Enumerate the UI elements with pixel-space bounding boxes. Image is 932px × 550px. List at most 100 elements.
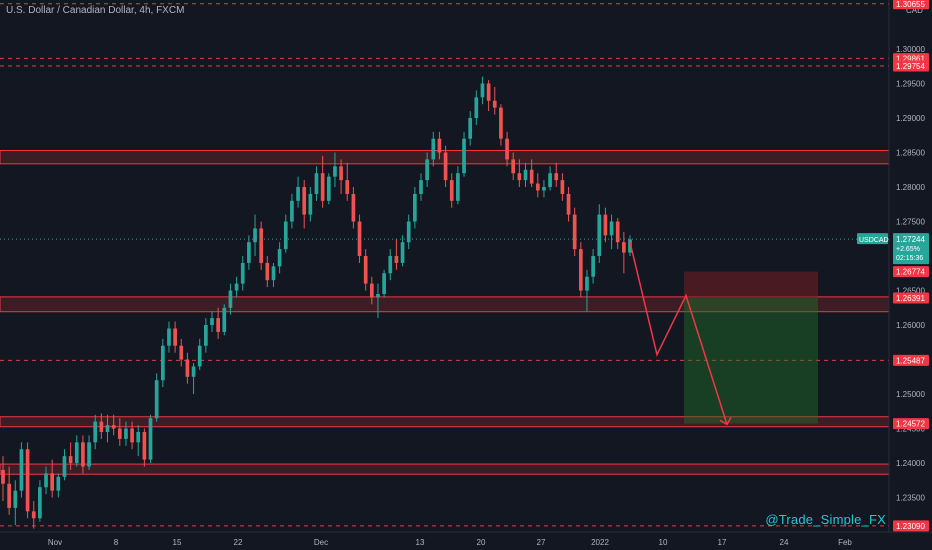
candle-body — [468, 118, 473, 139]
candle-body — [382, 273, 386, 294]
candle-body — [591, 256, 595, 277]
candle-body — [339, 166, 343, 181]
candle-body — [363, 256, 368, 284]
currency-label: CAD — [906, 6, 923, 15]
candle-body — [622, 242, 626, 253]
candle-body — [74, 442, 79, 464]
price-tag-bg — [893, 418, 929, 430]
candle-body — [87, 442, 91, 467]
candle-body — [578, 249, 583, 291]
candle-body — [296, 187, 300, 201]
candle-body — [480, 83, 485, 98]
candle-body — [179, 345, 184, 360]
candle-body — [419, 180, 423, 194]
price-tag-label: 1.26774 — [896, 268, 925, 277]
candle-body — [406, 221, 411, 243]
candle-body — [357, 221, 362, 257]
candle-body — [585, 276, 589, 291]
candle-body — [50, 473, 55, 491]
take-profit-box — [684, 298, 818, 424]
candle-body — [456, 173, 460, 201]
projection-layer — [629, 242, 732, 426]
candle-body — [210, 318, 214, 326]
candle-body — [228, 290, 233, 308]
price-tag-bg — [893, 520, 929, 532]
x-tick-label: 27 — [537, 538, 546, 547]
price-tag-bg — [893, 60, 929, 72]
x-tick-label: 10 — [659, 538, 668, 547]
candle-body — [431, 138, 436, 160]
candle-body — [333, 166, 337, 177]
candle-body — [542, 187, 546, 191]
candle-body — [62, 456, 67, 477]
dashed-levels-layer — [0, 3, 889, 527]
candle-body — [259, 228, 264, 263]
price-tag-label: 1.23090 — [896, 522, 925, 531]
candle-body — [400, 242, 405, 263]
candle-body — [628, 239, 632, 253]
x-tick-label: 2022 — [591, 538, 609, 547]
candle-body — [388, 256, 393, 274]
candle-body — [265, 262, 270, 281]
x-tick-label: 17 — [718, 538, 727, 547]
candle-body — [283, 221, 288, 250]
candle-body — [234, 283, 239, 291]
y-tick-label: 1.29000 — [896, 114, 925, 123]
candle-body — [167, 328, 171, 346]
candle-body — [19, 449, 24, 491]
candle-body — [597, 214, 602, 257]
candle-body — [25, 449, 30, 512]
candle-body — [437, 138, 442, 153]
y-tick-label: 1.27500 — [896, 218, 925, 227]
current-price-value: 1.27244 — [896, 235, 925, 244]
candle-body — [148, 418, 153, 460]
y-tick-label: 1.28500 — [896, 149, 925, 158]
candle-body — [425, 159, 429, 181]
y-tick-label: 1.30000 — [896, 45, 925, 54]
candle-body — [529, 169, 534, 184]
candle-body — [345, 180, 350, 194]
y-tick-label: 1.26000 — [896, 321, 925, 330]
candle-body — [615, 221, 620, 243]
candle-body — [535, 183, 540, 191]
candle-body — [320, 173, 325, 201]
symbol-tag — [857, 233, 888, 245]
x-tick-label: Feb — [838, 538, 852, 547]
y-tick-label: 1.29500 — [896, 80, 925, 89]
candle-body — [111, 425, 116, 429]
candle-body — [160, 345, 165, 381]
candle-body — [31, 511, 36, 519]
candle-body — [13, 490, 18, 508]
candle-body — [369, 283, 374, 298]
x-tick-label: Dec — [314, 538, 328, 547]
candle-body — [326, 176, 331, 201]
y-tick-label: 1.26500 — [896, 287, 925, 296]
chart-title: U.S. Dollar / Canadian Dollar, 4h, FXCM — [6, 5, 185, 16]
candle-body — [554, 173, 559, 181]
candle-body — [511, 159, 516, 174]
price-tag-label: 1.29754 — [896, 62, 925, 71]
current-price-change: +2.65% — [896, 246, 920, 253]
price-tag-label: 1.24572 — [896, 420, 925, 429]
price-tag-bg — [893, 354, 929, 366]
candle-body — [474, 97, 479, 119]
candle-body — [142, 431, 147, 460]
candle-body — [499, 107, 503, 139]
projection-path — [629, 242, 728, 425]
candle-body — [308, 193, 313, 215]
candle-body — [394, 256, 399, 263]
x-tick-label: 20 — [477, 538, 486, 547]
resistance-zone — [0, 463, 890, 475]
candle-body — [351, 193, 356, 222]
candle-body — [376, 293, 380, 298]
watermark: @Trade_Simple_FX — [765, 512, 886, 527]
candle-body — [560, 180, 565, 194]
stop-loss-box — [684, 271, 818, 299]
candle-body — [462, 138, 466, 174]
resistance-zones-layer — [0, 150, 890, 475]
candle-body — [566, 193, 571, 215]
candle-body — [517, 173, 522, 181]
candle-body — [240, 262, 245, 284]
candle-body — [56, 476, 61, 491]
